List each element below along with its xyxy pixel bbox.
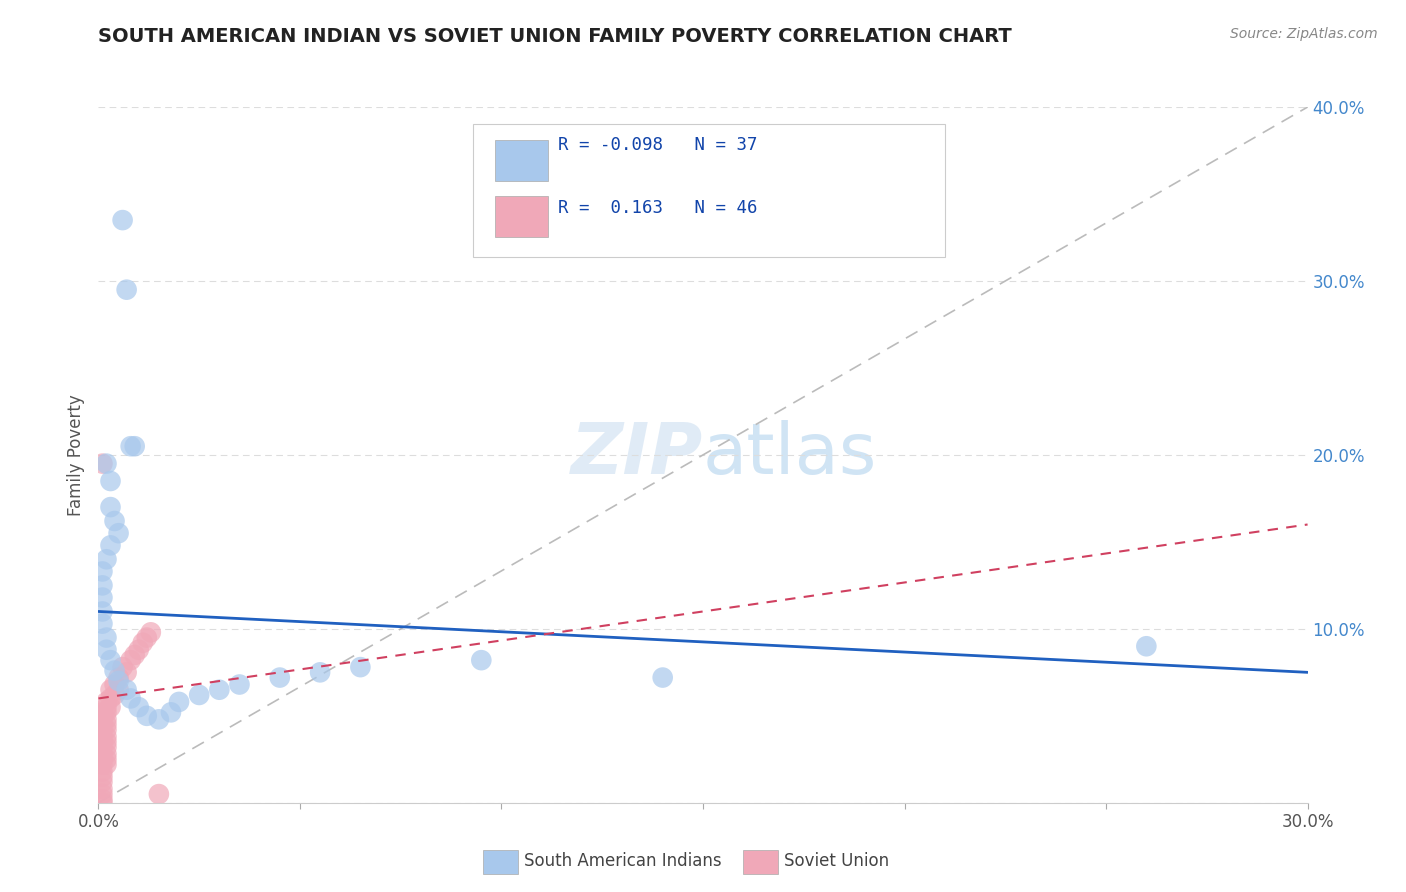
Point bbox=[91, 712, 114, 726]
Point bbox=[91, 792, 114, 806]
Text: Soviet Union: Soviet Union bbox=[785, 852, 889, 870]
Point bbox=[470, 653, 492, 667]
Point bbox=[107, 671, 129, 685]
Point bbox=[91, 591, 114, 605]
FancyBboxPatch shape bbox=[474, 124, 945, 257]
Point bbox=[107, 682, 129, 697]
Point bbox=[188, 688, 211, 702]
Point bbox=[148, 712, 170, 726]
Point bbox=[96, 757, 118, 772]
Point bbox=[91, 605, 114, 619]
Point bbox=[107, 674, 129, 689]
Point bbox=[96, 730, 118, 744]
Point bbox=[124, 439, 146, 453]
Point bbox=[91, 578, 114, 592]
Point bbox=[96, 695, 118, 709]
Point bbox=[115, 665, 138, 680]
Point bbox=[96, 740, 118, 755]
Point bbox=[96, 642, 118, 657]
Point bbox=[107, 526, 129, 541]
Point bbox=[100, 474, 122, 488]
Point bbox=[91, 781, 114, 796]
Point bbox=[91, 787, 114, 801]
Point bbox=[91, 730, 114, 744]
Point bbox=[651, 671, 673, 685]
FancyBboxPatch shape bbox=[495, 196, 548, 237]
Point bbox=[96, 700, 118, 714]
Point bbox=[91, 752, 114, 766]
FancyBboxPatch shape bbox=[482, 850, 517, 874]
Point bbox=[103, 514, 125, 528]
Point bbox=[103, 664, 125, 678]
Y-axis label: Family Poverty: Family Poverty bbox=[67, 394, 86, 516]
Point bbox=[91, 706, 114, 720]
Point bbox=[228, 677, 250, 691]
Point bbox=[124, 648, 146, 662]
Point bbox=[139, 625, 162, 640]
Point bbox=[115, 283, 138, 297]
Point bbox=[100, 653, 122, 667]
Point bbox=[132, 636, 155, 650]
Point bbox=[167, 695, 190, 709]
Point bbox=[96, 752, 118, 766]
Text: SOUTH AMERICAN INDIAN VS SOVIET UNION FAMILY POVERTY CORRELATION CHART: SOUTH AMERICAN INDIAN VS SOVIET UNION FA… bbox=[98, 27, 1012, 45]
Point bbox=[96, 552, 118, 566]
Point bbox=[103, 677, 125, 691]
Point bbox=[120, 439, 142, 453]
Point bbox=[111, 213, 134, 227]
Point bbox=[96, 712, 118, 726]
Point bbox=[269, 671, 291, 685]
Point bbox=[91, 457, 114, 471]
Point bbox=[120, 691, 142, 706]
Point bbox=[103, 688, 125, 702]
Point bbox=[96, 706, 118, 720]
Point bbox=[100, 538, 122, 552]
Point bbox=[96, 631, 118, 645]
Text: Source: ZipAtlas.com: Source: ZipAtlas.com bbox=[1230, 27, 1378, 41]
Point bbox=[91, 616, 114, 631]
Point bbox=[208, 682, 231, 697]
Point bbox=[91, 565, 114, 579]
Text: South American Indians: South American Indians bbox=[524, 852, 721, 870]
Point bbox=[309, 665, 332, 680]
Point bbox=[100, 700, 122, 714]
Point bbox=[96, 735, 118, 749]
Point bbox=[91, 740, 114, 755]
Point bbox=[96, 457, 118, 471]
Point bbox=[128, 642, 150, 657]
Point bbox=[349, 660, 371, 674]
Point bbox=[91, 775, 114, 789]
Point bbox=[100, 500, 122, 514]
Point bbox=[91, 747, 114, 761]
Point bbox=[111, 660, 134, 674]
Text: atlas: atlas bbox=[703, 420, 877, 490]
Point bbox=[91, 764, 114, 779]
FancyBboxPatch shape bbox=[495, 140, 548, 181]
Point bbox=[96, 747, 118, 761]
FancyBboxPatch shape bbox=[742, 850, 778, 874]
Point bbox=[100, 691, 122, 706]
Point bbox=[91, 796, 114, 810]
Point bbox=[91, 770, 114, 784]
Point bbox=[91, 757, 114, 772]
Point bbox=[1135, 639, 1157, 653]
Point bbox=[148, 787, 170, 801]
Text: R =  0.163   N = 46: R = 0.163 N = 46 bbox=[558, 199, 758, 217]
Point bbox=[91, 717, 114, 731]
Point bbox=[120, 653, 142, 667]
Text: ZIP: ZIP bbox=[571, 420, 703, 490]
Point bbox=[160, 706, 183, 720]
Point bbox=[91, 735, 114, 749]
Point bbox=[96, 723, 118, 737]
Point bbox=[128, 700, 150, 714]
Point bbox=[135, 631, 157, 645]
Point bbox=[135, 708, 157, 723]
Point bbox=[91, 723, 114, 737]
Text: R = -0.098   N = 37: R = -0.098 N = 37 bbox=[558, 136, 758, 154]
Point bbox=[96, 717, 118, 731]
Point bbox=[100, 682, 122, 697]
Point bbox=[115, 682, 138, 697]
